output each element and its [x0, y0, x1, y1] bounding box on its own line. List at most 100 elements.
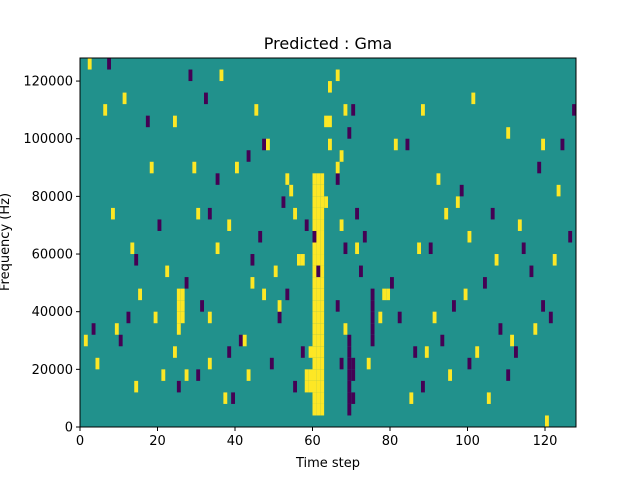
heatmap-cell-low	[459, 184, 464, 197]
heatmap-cell-high	[494, 254, 499, 266]
y-tick-label: 80000	[32, 190, 73, 205]
heatmap-cell-low	[568, 230, 573, 243]
heatmap-cell-low	[548, 311, 553, 324]
heatmap-cell-high	[111, 207, 115, 220]
heatmap-cell-low	[362, 230, 367, 243]
heatmap-cell-high	[235, 161, 239, 174]
heatmap-cell-high	[510, 334, 515, 347]
heatmap-cell-low	[312, 230, 317, 243]
heatmap-cell-high	[409, 392, 414, 404]
heatmap-cell-low	[246, 150, 251, 162]
heatmap-cell-high	[320, 357, 325, 370]
heatmap-cell-high	[471, 92, 476, 105]
x-tick-label: 120	[533, 434, 558, 449]
heatmap-cell-high	[339, 219, 344, 231]
heatmap-cell-high	[114, 323, 119, 335]
heatmap-cell-low	[452, 300, 456, 312]
heatmap-cell-high	[196, 207, 201, 220]
heatmap-cell-high	[320, 311, 325, 324]
heatmap-cell-high	[215, 242, 220, 255]
heatmap-cell-low	[347, 392, 352, 404]
heatmap-cell-low	[285, 288, 290, 301]
heatmap-cell-high	[176, 288, 181, 301]
heatmap-cell-low	[490, 207, 495, 220]
heatmap-cell-low	[467, 357, 472, 370]
heatmap-cell-high	[308, 380, 313, 393]
heatmap-cell-high	[254, 104, 259, 116]
heatmap-cell-high	[320, 403, 325, 416]
heatmap-cell-high	[355, 242, 360, 255]
heatmap-cell-low	[262, 138, 267, 151]
heatmap-cell-high	[320, 242, 325, 255]
heatmap-cell-high	[316, 219, 321, 231]
heatmap-cell-high	[316, 242, 321, 255]
heatmap-cell-low	[107, 58, 112, 70]
heatmap-cell-high	[207, 311, 212, 324]
heatmap-cell-high	[312, 357, 317, 370]
heatmap-cell-low	[572, 104, 577, 116]
heatmap-cell-high	[320, 334, 325, 347]
heatmap-cell-high	[219, 69, 224, 82]
heatmap-cell-high	[320, 300, 325, 312]
heatmap-cell-high	[324, 196, 329, 208]
heatmap-cell-high	[316, 230, 321, 243]
heatmap-cell-high	[312, 300, 317, 312]
heatmap-cell-low	[176, 380, 181, 393]
heatmap-cell-high	[320, 288, 325, 301]
heatmap-cell-low	[351, 357, 356, 370]
heatmap-cell-high	[320, 219, 325, 231]
heatmap-cell-high	[320, 380, 325, 393]
heatmap-cell-high	[316, 403, 321, 416]
heatmap-cell-low	[390, 277, 394, 289]
heatmap-cell-high	[486, 392, 491, 404]
heatmap-cell-low	[188, 69, 193, 82]
heatmap-cell-high	[316, 380, 321, 393]
heatmap-cell-high	[180, 300, 185, 312]
heatmap-cell-high	[223, 392, 228, 404]
chart-title: Predicted : Gma	[264, 34, 392, 53]
heatmap-cell-high	[444, 207, 449, 220]
heatmap-cell-high	[436, 173, 441, 185]
heatmap-cell-high	[173, 115, 177, 128]
heatmap-cell-high	[246, 369, 251, 381]
heatmap-cell-high	[293, 207, 298, 220]
heatmap-cell-high	[304, 369, 309, 381]
heatmap-cell-high	[316, 184, 321, 197]
heatmap-cell-low	[145, 115, 150, 128]
heatmap-cell-high	[312, 334, 317, 347]
heatmap-cell-high	[184, 369, 189, 381]
heatmap-cell-low	[343, 242, 348, 255]
heatmap-cell-high	[335, 69, 340, 82]
heatmap-cell-low	[370, 323, 375, 335]
heatmap-cell-high	[320, 346, 325, 358]
heatmap-cell-high	[320, 254, 325, 266]
heatmap-cell-high	[312, 392, 317, 404]
heatmap-cell-high	[316, 207, 321, 220]
heatmap-cell-high	[87, 58, 92, 70]
heatmap-cell-high	[417, 242, 422, 255]
heatmap-cell-low	[134, 254, 139, 266]
heatmap-cell-low	[238, 334, 243, 347]
heatmap-cell-high	[421, 104, 425, 116]
heatmap-cell-high	[161, 369, 166, 381]
heatmap-cell-low	[126, 311, 131, 324]
heatmap-cell-high	[312, 403, 317, 416]
heatmap-cell-low	[300, 346, 305, 358]
heatmap-cell-low	[293, 380, 298, 393]
heatmap-cell-low	[541, 300, 546, 312]
heatmap-cells	[83, 58, 577, 427]
heatmap-cell-low	[347, 346, 352, 358]
heatmap-cell-high	[316, 357, 321, 370]
y-tick-label: 0	[65, 421, 73, 436]
heatmap-cell-high	[328, 115, 332, 128]
heatmap-cell-low	[207, 207, 212, 220]
heatmap-cell-high	[312, 207, 317, 220]
heatmap-cell-high	[149, 161, 154, 174]
heatmap-cell-low	[440, 334, 445, 347]
heatmap-cell-high	[312, 219, 317, 231]
heatmap-cell-low	[316, 265, 321, 278]
x-tick-label: 20	[149, 434, 166, 449]
heatmap-cell-high	[289, 184, 294, 197]
heatmap-cell-low	[269, 357, 274, 370]
heatmap-cell-high	[273, 265, 278, 278]
